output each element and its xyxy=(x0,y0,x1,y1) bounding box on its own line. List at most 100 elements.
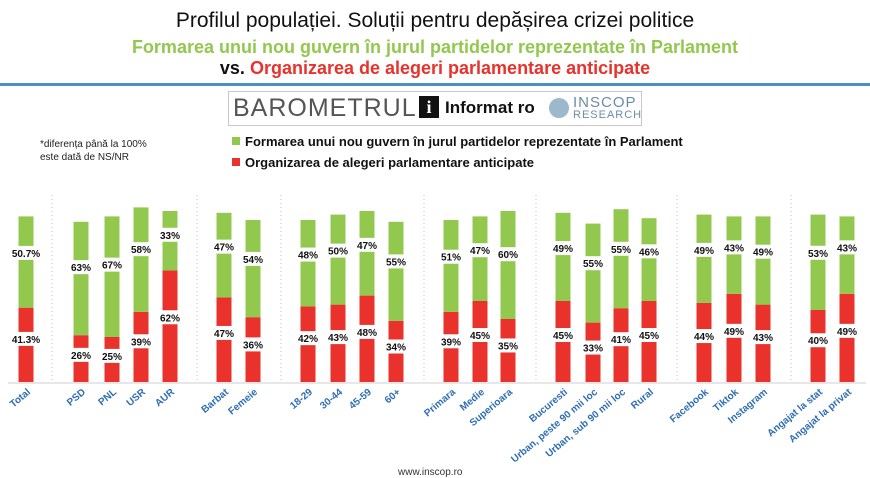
data-label-box xyxy=(212,239,236,254)
data-label: 43% xyxy=(751,330,775,345)
data-label: 60% xyxy=(496,247,520,262)
subtitle-green: Formarea unui nou guvern în jurul partid… xyxy=(131,37,739,57)
data-label-box xyxy=(158,227,182,242)
data-label-text: 55% xyxy=(611,245,631,256)
vs-label: vs. xyxy=(219,58,245,78)
data-label: 43% xyxy=(722,240,746,255)
x-tick-label: Femeie xyxy=(226,387,260,418)
ns-nr-note: *diferența până la 100% este dată de NS/… xyxy=(40,138,147,164)
bar-green-segment xyxy=(104,216,120,337)
data-label-text: 26% xyxy=(71,351,91,362)
data-label: 44% xyxy=(692,329,716,344)
data-label-text: 49% xyxy=(837,327,857,338)
data-label-box xyxy=(11,331,41,346)
data-label-box xyxy=(384,339,408,354)
data-label-text: 35% xyxy=(498,341,518,352)
data-label-box xyxy=(835,240,859,255)
data-label: 26% xyxy=(69,347,93,362)
data-label: 33% xyxy=(158,227,182,242)
informat-logo: Informat ro xyxy=(445,98,535,117)
data-label-box xyxy=(439,334,463,349)
legend-label-red: Organizarea de alegeri parlamentare anti… xyxy=(245,155,535,170)
data-label-box xyxy=(326,243,350,258)
data-label-box xyxy=(296,247,320,262)
bar-green-segment xyxy=(696,214,712,303)
data-label-text: 45% xyxy=(470,331,490,342)
data-label: 47% xyxy=(212,325,236,340)
bar-green-segment xyxy=(585,223,601,323)
data-label-text: 44% xyxy=(694,332,714,343)
data-label: 55% xyxy=(384,254,408,269)
bar-green-segment xyxy=(133,207,149,312)
data-label: 49% xyxy=(692,242,716,257)
bar-green-segment xyxy=(216,212,232,298)
bar-green-segment xyxy=(330,214,346,305)
bar-green-segment xyxy=(73,221,89,336)
data-label-box xyxy=(129,334,153,349)
data-label-text: 45% xyxy=(639,331,659,342)
data-label-text: 55% xyxy=(583,259,603,270)
data-label-text: 39% xyxy=(441,337,461,348)
bar-green-segment xyxy=(726,216,742,294)
data-label-box xyxy=(835,323,859,338)
data-label: 53% xyxy=(806,245,830,260)
data-label-text: 39% xyxy=(131,337,151,348)
data-label: 39% xyxy=(129,334,153,349)
data-label: 36% xyxy=(241,337,265,352)
data-label-text: 60% xyxy=(498,250,518,261)
data-label-box xyxy=(496,338,520,353)
legend-swatch-green xyxy=(232,137,240,145)
data-label-text: 33% xyxy=(583,344,603,355)
data-label-box xyxy=(692,242,716,257)
inscop-logo-icon xyxy=(549,98,569,118)
data-label-box xyxy=(468,328,492,343)
data-label-text: 36% xyxy=(243,340,263,351)
data-label-text: 48% xyxy=(357,328,377,339)
x-tick-label: 45-59 xyxy=(347,387,374,412)
x-tick-label: Barbat xyxy=(200,386,232,415)
data-label-box xyxy=(296,331,320,346)
data-label-text: 49% xyxy=(553,244,573,255)
data-label-text: 45% xyxy=(553,331,573,342)
data-label: 49% xyxy=(551,241,575,256)
data-label-box xyxy=(581,256,605,271)
x-tick-label: USR xyxy=(125,386,149,408)
data-label: 47% xyxy=(212,239,236,254)
data-label: 48% xyxy=(355,324,379,339)
note-line-2: este dată de NS/NR xyxy=(40,152,129,163)
bar-green-segment xyxy=(388,221,404,321)
x-tick-label: AUR xyxy=(153,386,177,409)
chart-title: Profilul populației. Soluții pentru depă… xyxy=(175,9,695,32)
data-label-text: 43% xyxy=(837,243,857,254)
x-tick-label: Primara xyxy=(422,387,458,420)
subtitle-red: Organizarea de alegeri parlamentare anti… xyxy=(249,58,651,78)
data-label-text: 47% xyxy=(357,241,377,252)
data-label-box xyxy=(11,245,41,260)
data-label-text: 34% xyxy=(386,343,406,354)
data-label-text: 55% xyxy=(386,257,406,268)
bar-green-segment xyxy=(443,220,459,312)
bar-red-segment xyxy=(839,293,855,382)
data-label: 33% xyxy=(581,340,605,355)
data-label: 41% xyxy=(609,332,633,347)
x-tick-label: Rural xyxy=(629,387,656,412)
data-label-box xyxy=(355,237,379,252)
data-label: 49% xyxy=(722,323,746,338)
data-label: 39% xyxy=(439,334,463,349)
data-label-text: 54% xyxy=(243,255,263,266)
data-label-text: 25% xyxy=(102,352,122,363)
data-label-text: 58% xyxy=(131,245,151,256)
data-label: 63% xyxy=(69,260,93,275)
data-label-box xyxy=(384,254,408,269)
data-label: 54% xyxy=(241,251,265,266)
bar-green-segment xyxy=(500,211,516,319)
data-label-text: 50% xyxy=(328,247,348,258)
barometrul-logo: BAROMETRUL xyxy=(233,94,417,122)
bar-green-segment xyxy=(810,214,826,310)
data-label: 43% xyxy=(835,240,859,255)
data-label-box xyxy=(637,244,661,259)
data-label-box xyxy=(581,340,605,355)
data-label-text: 67% xyxy=(102,261,122,272)
data-label-box xyxy=(129,242,153,257)
